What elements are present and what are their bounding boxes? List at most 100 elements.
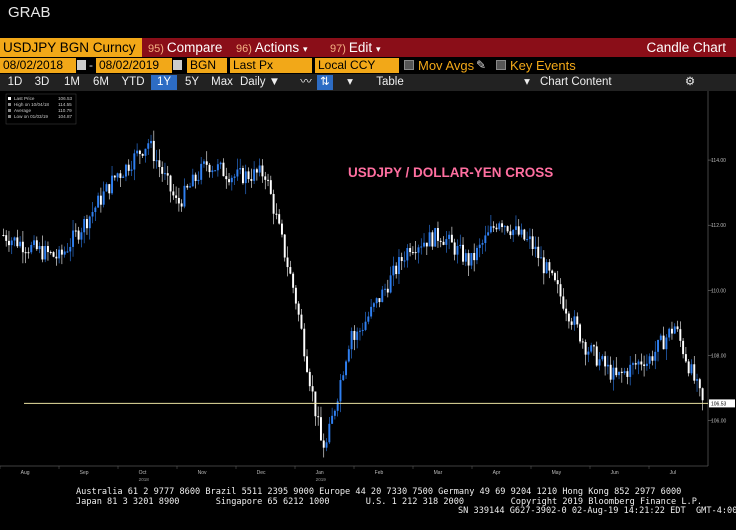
candle-body bbox=[542, 257, 545, 274]
candle-body bbox=[150, 140, 153, 144]
candle-body bbox=[579, 324, 582, 342]
candle-body bbox=[169, 175, 172, 192]
candle-body bbox=[676, 326, 679, 330]
candle-body bbox=[317, 416, 320, 418]
source-field[interactable]: BGN bbox=[187, 58, 227, 73]
candle-body bbox=[414, 252, 417, 254]
candle-body bbox=[339, 380, 342, 402]
candle-body bbox=[576, 316, 579, 325]
line-chart-icon[interactable]: 〰 bbox=[300, 76, 312, 88]
security-field[interactable]: USDJPY BGN Curncy bbox=[0, 38, 142, 57]
period-5y[interactable]: 5Y bbox=[184, 76, 200, 88]
candle-body bbox=[375, 298, 378, 304]
candle-body bbox=[657, 339, 660, 352]
period-max[interactable]: Max bbox=[211, 76, 233, 88]
command-bar: USDJPY BGN Curncy 95) Compare 96) Actions … bbox=[0, 38, 736, 57]
key-events-checkbox[interactable] bbox=[496, 60, 506, 70]
period-ytd[interactable]: YTD bbox=[121, 76, 145, 88]
candle-body bbox=[406, 248, 409, 261]
candle-body bbox=[30, 244, 33, 253]
candle-body bbox=[180, 203, 183, 207]
candle-body bbox=[55, 256, 58, 259]
candle-body bbox=[250, 179, 253, 181]
frequency-label: Daily bbox=[240, 76, 266, 88]
price-field-select[interactable]: Last Px bbox=[230, 58, 312, 73]
edit-button[interactable]: 97) Edit ▾ bbox=[330, 38, 380, 57]
candle-body bbox=[16, 237, 19, 247]
candle-body bbox=[130, 169, 133, 171]
candle-body bbox=[205, 161, 208, 165]
candle-body bbox=[612, 367, 615, 380]
candle-body bbox=[367, 316, 370, 322]
period-1y[interactable]: 1Y bbox=[151, 75, 177, 90]
period-1m[interactable]: 1M bbox=[64, 76, 80, 88]
candle-body bbox=[665, 337, 668, 350]
candle-body bbox=[208, 164, 211, 173]
candle-body bbox=[467, 253, 470, 266]
candle-body bbox=[384, 288, 387, 290]
period-3d[interactable]: 3D bbox=[34, 76, 50, 88]
candle-body bbox=[308, 371, 311, 387]
chart-type-label[interactable]: Candle Chart bbox=[646, 40, 726, 55]
candle-body bbox=[540, 257, 543, 259]
x-tick-label: Sep bbox=[80, 470, 89, 476]
x-tick-label: Jan bbox=[316, 470, 324, 476]
table-button[interactable]: Table bbox=[376, 76, 404, 88]
actions-button[interactable]: 96) Actions ▾ bbox=[236, 38, 307, 57]
candle-body bbox=[294, 287, 297, 304]
end-date-field[interactable]: 08/02/2019 bbox=[96, 58, 172, 73]
candle-body bbox=[509, 231, 512, 236]
candle-body bbox=[319, 417, 322, 441]
mov-avgs-checkbox[interactable] bbox=[404, 60, 414, 70]
start-date-field[interactable]: 08/02/2018 bbox=[0, 58, 76, 73]
candle-body bbox=[462, 244, 465, 262]
chevron-down-icon[interactable]: ▾ bbox=[347, 76, 353, 88]
calendar-icon[interactable] bbox=[173, 60, 182, 70]
candle-body bbox=[166, 173, 169, 176]
chart-style-icon[interactable]: ⇅ bbox=[317, 75, 333, 90]
key-events-label: Key Events bbox=[510, 58, 576, 73]
candle-body bbox=[411, 252, 414, 254]
candle-body bbox=[85, 219, 88, 229]
candle-body bbox=[74, 230, 77, 232]
candle-body bbox=[269, 180, 272, 194]
candle-body bbox=[475, 247, 478, 261]
currency-select[interactable]: Local CCY bbox=[315, 58, 399, 73]
candle-body bbox=[389, 275, 392, 293]
candle-body bbox=[629, 364, 632, 377]
candle-body bbox=[523, 229, 526, 240]
gear-icon[interactable]: ⚙ bbox=[684, 76, 696, 88]
calendar-icon[interactable] bbox=[77, 60, 86, 70]
footer-line-3: SN 339144 G627-3902-0 02-Aug-19 14:21:22… bbox=[458, 506, 736, 516]
candle-body bbox=[147, 143, 150, 149]
candle-body bbox=[264, 176, 267, 180]
pencil-icon[interactable]: ✎ bbox=[476, 58, 487, 72]
y-tick-label: 108.00 bbox=[711, 354, 727, 360]
x-tick-label: Jul bbox=[670, 470, 676, 476]
chevron-down-icon[interactable]: ▾ bbox=[524, 76, 530, 88]
candle-body bbox=[442, 241, 445, 245]
x-tick-label: Aug bbox=[21, 470, 30, 476]
candle-body bbox=[286, 257, 289, 268]
candle-body bbox=[331, 415, 334, 424]
candle-body bbox=[598, 359, 601, 366]
candle-body bbox=[693, 364, 696, 381]
period-6m[interactable]: 6M bbox=[93, 76, 109, 88]
candle-body bbox=[559, 284, 562, 297]
candle-body bbox=[155, 160, 158, 162]
chart-content-button[interactable]: Chart Content bbox=[540, 76, 612, 88]
candle-body bbox=[94, 207, 97, 213]
candle-body bbox=[687, 361, 690, 374]
candle-body bbox=[300, 314, 303, 329]
window-title: GRAB bbox=[8, 4, 51, 21]
candle-body bbox=[83, 219, 86, 233]
candle-body bbox=[253, 169, 256, 181]
period-1d[interactable]: 1D bbox=[7, 76, 23, 88]
candle-body bbox=[328, 423, 331, 443]
frequency-select[interactable]: Daily ▼ bbox=[240, 75, 292, 90]
compare-button[interactable]: 95) Compare bbox=[148, 38, 222, 57]
candle-body bbox=[584, 342, 587, 355]
title-bar: GRAB bbox=[0, 0, 736, 36]
candle-body bbox=[336, 401, 339, 411]
